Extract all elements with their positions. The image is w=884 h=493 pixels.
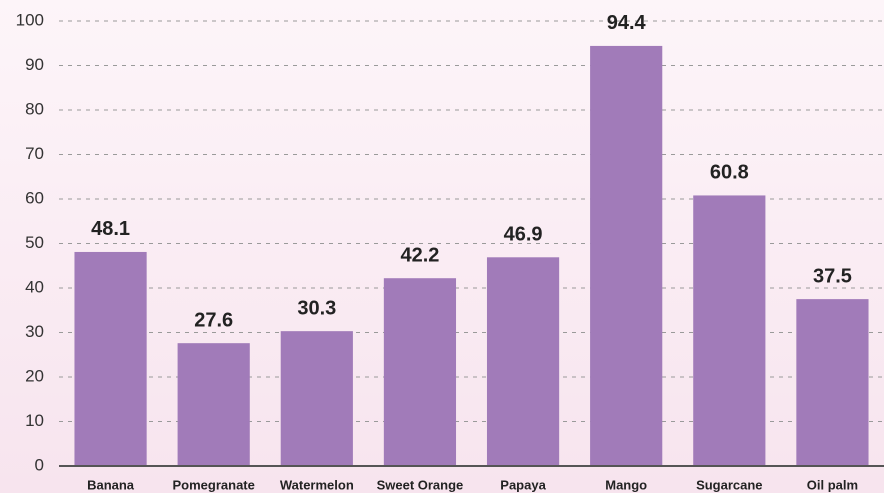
- value-label: 30.3: [297, 297, 336, 319]
- y-tick-label: 80: [25, 99, 44, 118]
- bar: [74, 251, 147, 466]
- x-tick-label: Watermelon: [280, 477, 354, 492]
- y-tick-label: 70: [25, 144, 44, 163]
- y-tick-label: 40: [25, 277, 44, 296]
- x-tick-label: Oil palm: [807, 477, 858, 492]
- value-label: 60.8: [710, 162, 749, 184]
- x-tick-label: Papaya: [500, 477, 546, 492]
- value-label: 94.4: [607, 12, 647, 34]
- y-tick-label: 0: [35, 455, 44, 474]
- value-label: 42.2: [400, 244, 439, 266]
- bar: [383, 278, 457, 466]
- x-tick-label: Banana: [87, 477, 135, 492]
- y-tick-label: 90: [25, 55, 44, 74]
- bar: [177, 343, 250, 466]
- x-tick-label: Sweet Orange: [377, 477, 464, 492]
- value-label: 48.1: [91, 218, 130, 240]
- value-label: 37.5: [813, 265, 852, 287]
- x-tick-label: Sugarcane: [696, 477, 762, 492]
- bar: [796, 299, 869, 466]
- value-label: 46.9: [504, 224, 543, 246]
- bar: [486, 257, 560, 466]
- bar: [280, 331, 353, 466]
- x-tick-label: Pomegranate: [173, 477, 255, 492]
- y-tick-label: 60: [25, 188, 44, 207]
- y-tick-label: 30: [25, 322, 44, 341]
- y-tick-label: 50: [25, 233, 44, 252]
- y-tick-label: 100: [16, 10, 44, 29]
- bar: [590, 45, 663, 467]
- x-tick-label: Mango: [605, 477, 647, 492]
- bar: [693, 195, 766, 466]
- y-tick-label: 20: [25, 366, 44, 385]
- value-label: 27.6: [194, 309, 233, 331]
- y-tick-label: 10: [25, 411, 44, 430]
